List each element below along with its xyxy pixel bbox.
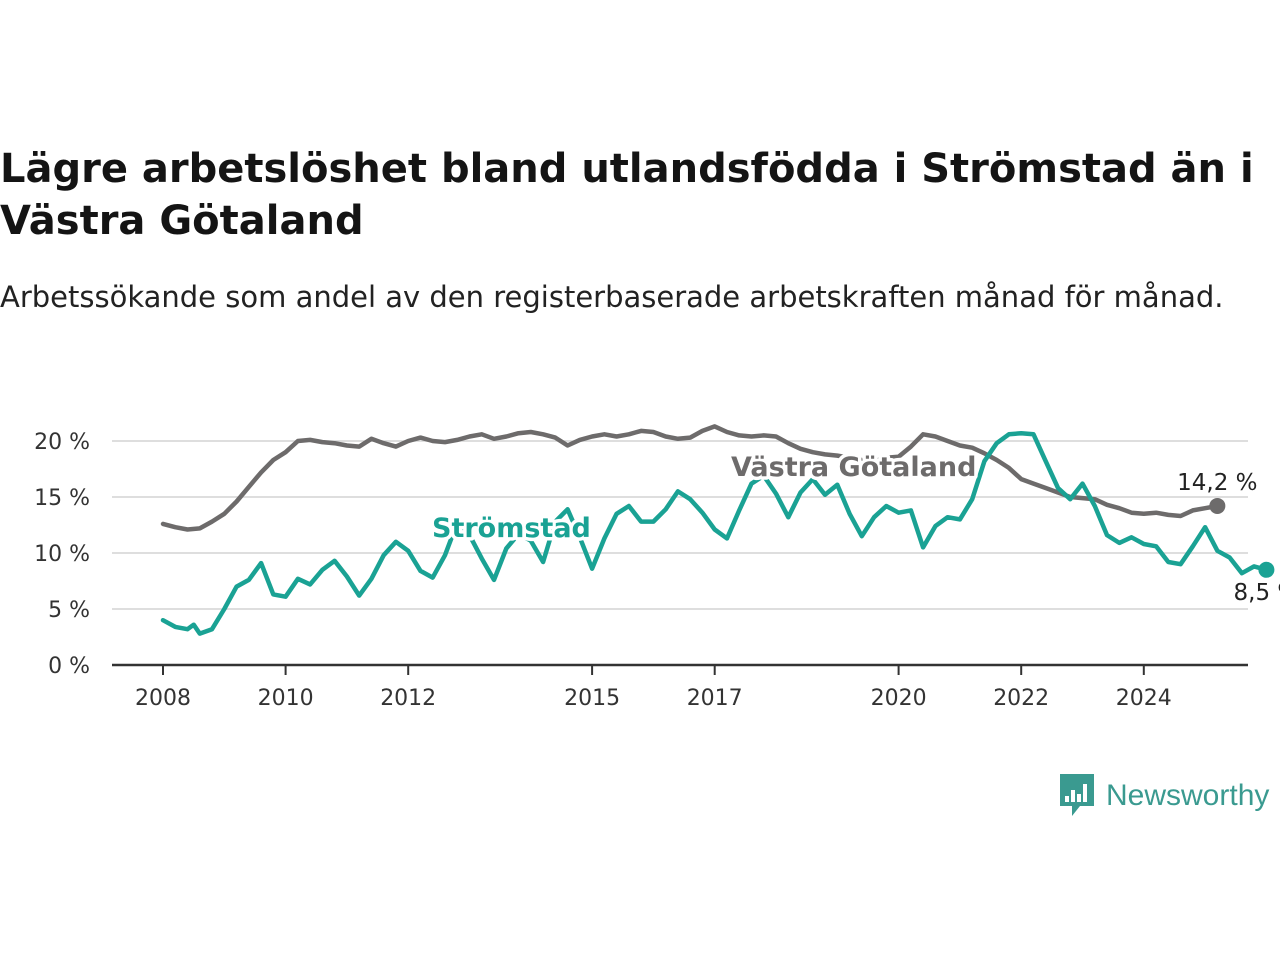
y-tick-label: 5 % (48, 598, 90, 623)
x-axis: 2008 2010 2012 2015 2017 2020 2022 2024 (112, 663, 1248, 711)
x-tick-label: 2015 (564, 686, 620, 711)
x-tick-label: 2012 (380, 686, 436, 711)
x-tick-label: 2010 (258, 686, 314, 711)
newsworthy-logo: Newsworthy (1058, 772, 1269, 820)
series-line-vastra-gotaland (160, 424, 1220, 532)
end-value-label-vastra-gotaland: 14,2 % (1177, 470, 1257, 496)
x-tick-label: 2022 (993, 686, 1049, 711)
x-tick-label: 2020 (871, 686, 927, 711)
newsworthy-logo-icon (1060, 774, 1094, 816)
x-tick-label: 2008 (135, 686, 191, 711)
end-value-label-stromstad: 8,5 % (1234, 580, 1280, 606)
series-labels: Västra Götaland Strömstad 14,2 % 8,5 % (429, 449, 1280, 609)
y-tick-label: 15 % (34, 486, 90, 511)
end-marker-vastra-gotaland (1209, 497, 1226, 514)
y-tick-label: 10 % (34, 542, 90, 567)
y-tick-label: 20 % (34, 430, 90, 455)
series-label-stromstad: Strömstad (432, 513, 591, 544)
chart-subtitle: Arbetssökande som andel av den registerb… (0, 280, 1224, 314)
line-chart: 0 %5 %10 %15 %20 % 2008 2010 2012 2015 2017 2… (34, 424, 1280, 711)
chart-title: Lägre arbetslöshet bland utlandsfödda i … (0, 146, 1254, 244)
y-tick-label: 0 % (48, 654, 90, 679)
newsworthy-logo-text: Newsworthy (1106, 779, 1270, 812)
x-tick-label: 2017 (687, 686, 743, 711)
series-label-vastra-gotaland: Västra Götaland (731, 452, 976, 483)
y-axis-tick-labels: 0 % 5 % 10 % 15 % 20 % (34, 430, 90, 679)
series-lines (160, 424, 1275, 636)
x-tick-label: 2024 (1116, 686, 1172, 711)
end-marker-stromstad (1258, 561, 1275, 578)
gridlines (112, 440, 1248, 610)
series-line-stromstad (160, 430, 1269, 636)
